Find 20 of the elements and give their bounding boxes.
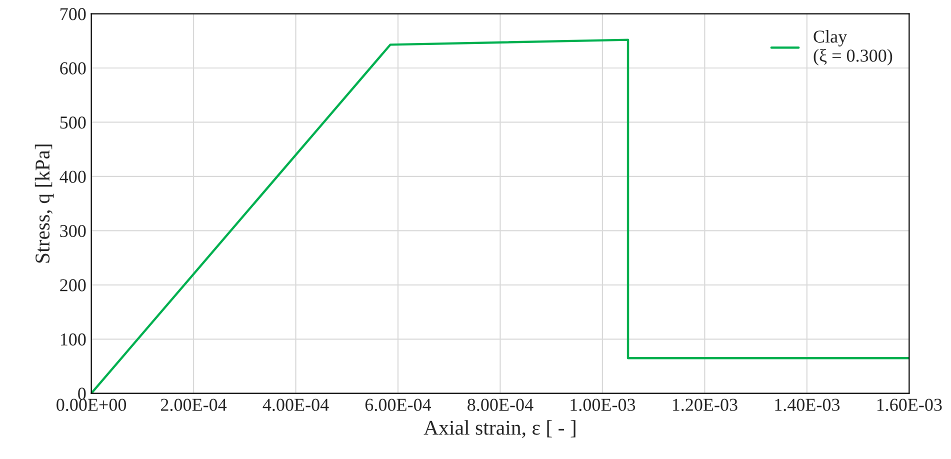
y-tick-label: 400 — [60, 170, 86, 183]
y-tick-label: 600 — [60, 62, 86, 74]
x-tick-label: 6.00E-04 — [365, 398, 432, 412]
y-tick-label: 200 — [60, 279, 86, 292]
legend-label: Clay (ξ = 0.300) — [814, 30, 892, 66]
x-tick-label: 0.00E+00 — [56, 398, 126, 412]
x-axis-title: Axial strain, ε [ - ] — [424, 420, 576, 438]
y-tick-label: 0 — [78, 388, 86, 400]
x-tick-label: 8.00E-04 — [468, 398, 534, 412]
x-tick-label: 1.00E-03 — [570, 398, 636, 412]
x-tick-label: 1.60E-03 — [877, 398, 942, 412]
y-tick-label: 500 — [60, 116, 86, 129]
y-tick-label: 100 — [60, 333, 86, 346]
y-axis-title: Stress, q [kPa] — [34, 144, 54, 263]
y-tick-label: 300 — [60, 224, 86, 238]
y-tick-label: 700 — [60, 8, 86, 20]
x-tick-label: 4.00E-04 — [262, 398, 329, 412]
x-tick-label: 2.00E-04 — [160, 398, 227, 412]
x-tick-label: 1.40E-03 — [775, 398, 840, 412]
x-tick-label: 1.20E-03 — [672, 398, 738, 412]
